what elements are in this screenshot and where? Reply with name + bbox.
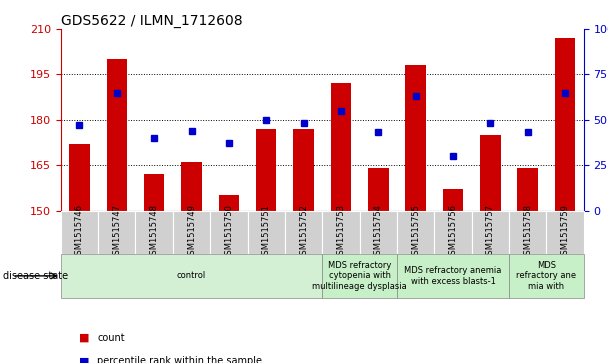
Text: GSM1515754: GSM1515754 — [374, 204, 383, 260]
Bar — [322, 211, 359, 254]
Text: ■: ■ — [79, 333, 89, 343]
Text: MDS refractory anemia
with excess blasts-1: MDS refractory anemia with excess blasts… — [404, 266, 502, 286]
Text: GSM1515748: GSM1515748 — [150, 204, 159, 260]
Text: MDS
refractory ane
mia with: MDS refractory ane mia with — [516, 261, 576, 291]
Bar — [256, 129, 277, 211]
Bar — [509, 211, 547, 254]
Text: GSM1515753: GSM1515753 — [336, 204, 345, 260]
Bar — [547, 211, 584, 254]
Text: control: control — [177, 272, 206, 280]
Bar — [98, 211, 136, 254]
Bar — [554, 38, 575, 211]
Bar — [136, 211, 173, 254]
Bar — [480, 135, 500, 211]
Text: GSM1515755: GSM1515755 — [411, 204, 420, 260]
Text: GSM1515757: GSM1515757 — [486, 204, 495, 260]
Text: GSM1515758: GSM1515758 — [523, 204, 532, 260]
Text: disease state: disease state — [3, 271, 68, 281]
Bar — [285, 211, 322, 254]
Text: GSM1515750: GSM1515750 — [224, 204, 233, 260]
Bar — [69, 144, 90, 211]
Bar — [181, 162, 202, 211]
Text: GSM1515747: GSM1515747 — [112, 204, 122, 260]
Text: GSM1515749: GSM1515749 — [187, 204, 196, 260]
Bar — [434, 211, 472, 254]
Bar — [219, 195, 239, 211]
Bar — [406, 65, 426, 211]
Text: GSM1515751: GSM1515751 — [261, 204, 271, 260]
Bar — [443, 189, 463, 211]
Bar — [173, 211, 210, 254]
Text: GSM1515746: GSM1515746 — [75, 204, 84, 260]
Bar — [397, 254, 509, 298]
Bar — [472, 211, 509, 254]
Text: GSM1515759: GSM1515759 — [561, 204, 570, 260]
Bar — [322, 254, 397, 298]
Bar — [106, 59, 127, 211]
Text: ■: ■ — [79, 356, 89, 363]
Bar — [397, 211, 434, 254]
Bar — [359, 211, 397, 254]
Text: percentile rank within the sample: percentile rank within the sample — [97, 356, 262, 363]
Bar — [210, 211, 247, 254]
Bar — [61, 211, 98, 254]
Text: MDS refractory
cytopenia with
multilineage dysplasia: MDS refractory cytopenia with multilinea… — [313, 261, 407, 291]
Bar — [517, 168, 538, 211]
Text: count: count — [97, 333, 125, 343]
Bar — [368, 168, 389, 211]
Bar — [293, 129, 314, 211]
Bar — [247, 211, 285, 254]
Text: GSM1515756: GSM1515756 — [449, 204, 457, 260]
Bar — [331, 83, 351, 211]
Bar — [509, 254, 584, 298]
Bar — [61, 254, 322, 298]
Text: GSM1515752: GSM1515752 — [299, 204, 308, 260]
Bar — [144, 174, 164, 211]
Text: GDS5622 / ILMN_1712608: GDS5622 / ILMN_1712608 — [61, 14, 243, 28]
